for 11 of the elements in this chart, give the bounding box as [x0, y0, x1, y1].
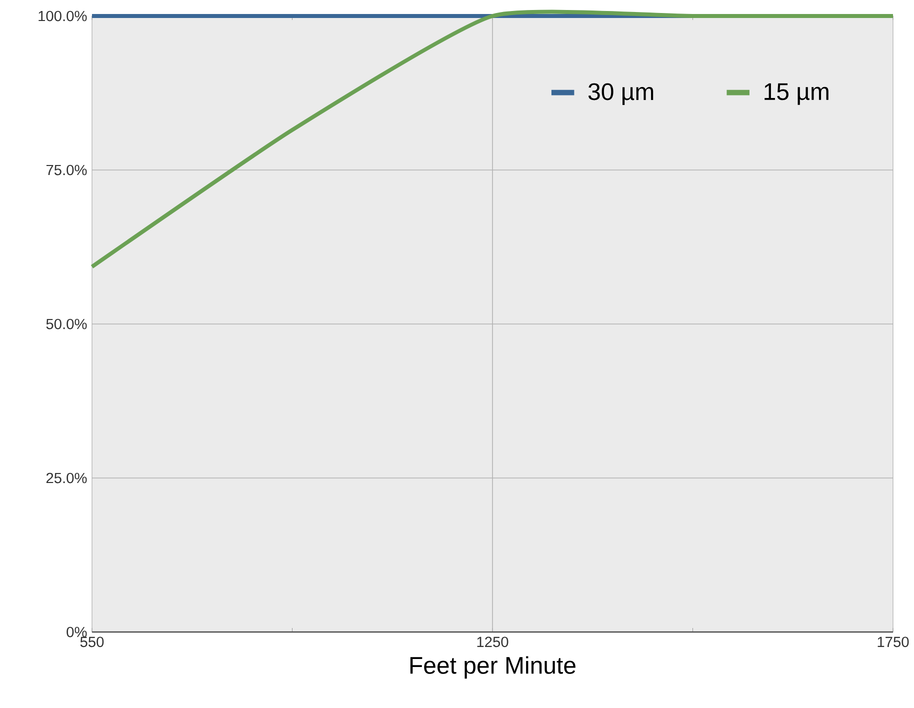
x-tick-label: 1250: [477, 636, 508, 648]
y-tick-label: 25.0%: [46, 472, 87, 484]
x-tick-label: 550: [80, 636, 104, 648]
x-tick-label: 1750: [878, 636, 909, 648]
legend-label: 15 µm: [764, 83, 828, 105]
y-tick-label: 75.0%: [46, 164, 87, 176]
y-tick-label: 50.0%: [46, 318, 87, 330]
legend-label: 30 µm: [588, 83, 654, 105]
x-axis-title: Feet per Minute: [410, 656, 576, 679]
y-tick-label: 100.0%: [38, 10, 87, 22]
y-tick-label: 0%: [66, 626, 87, 638]
